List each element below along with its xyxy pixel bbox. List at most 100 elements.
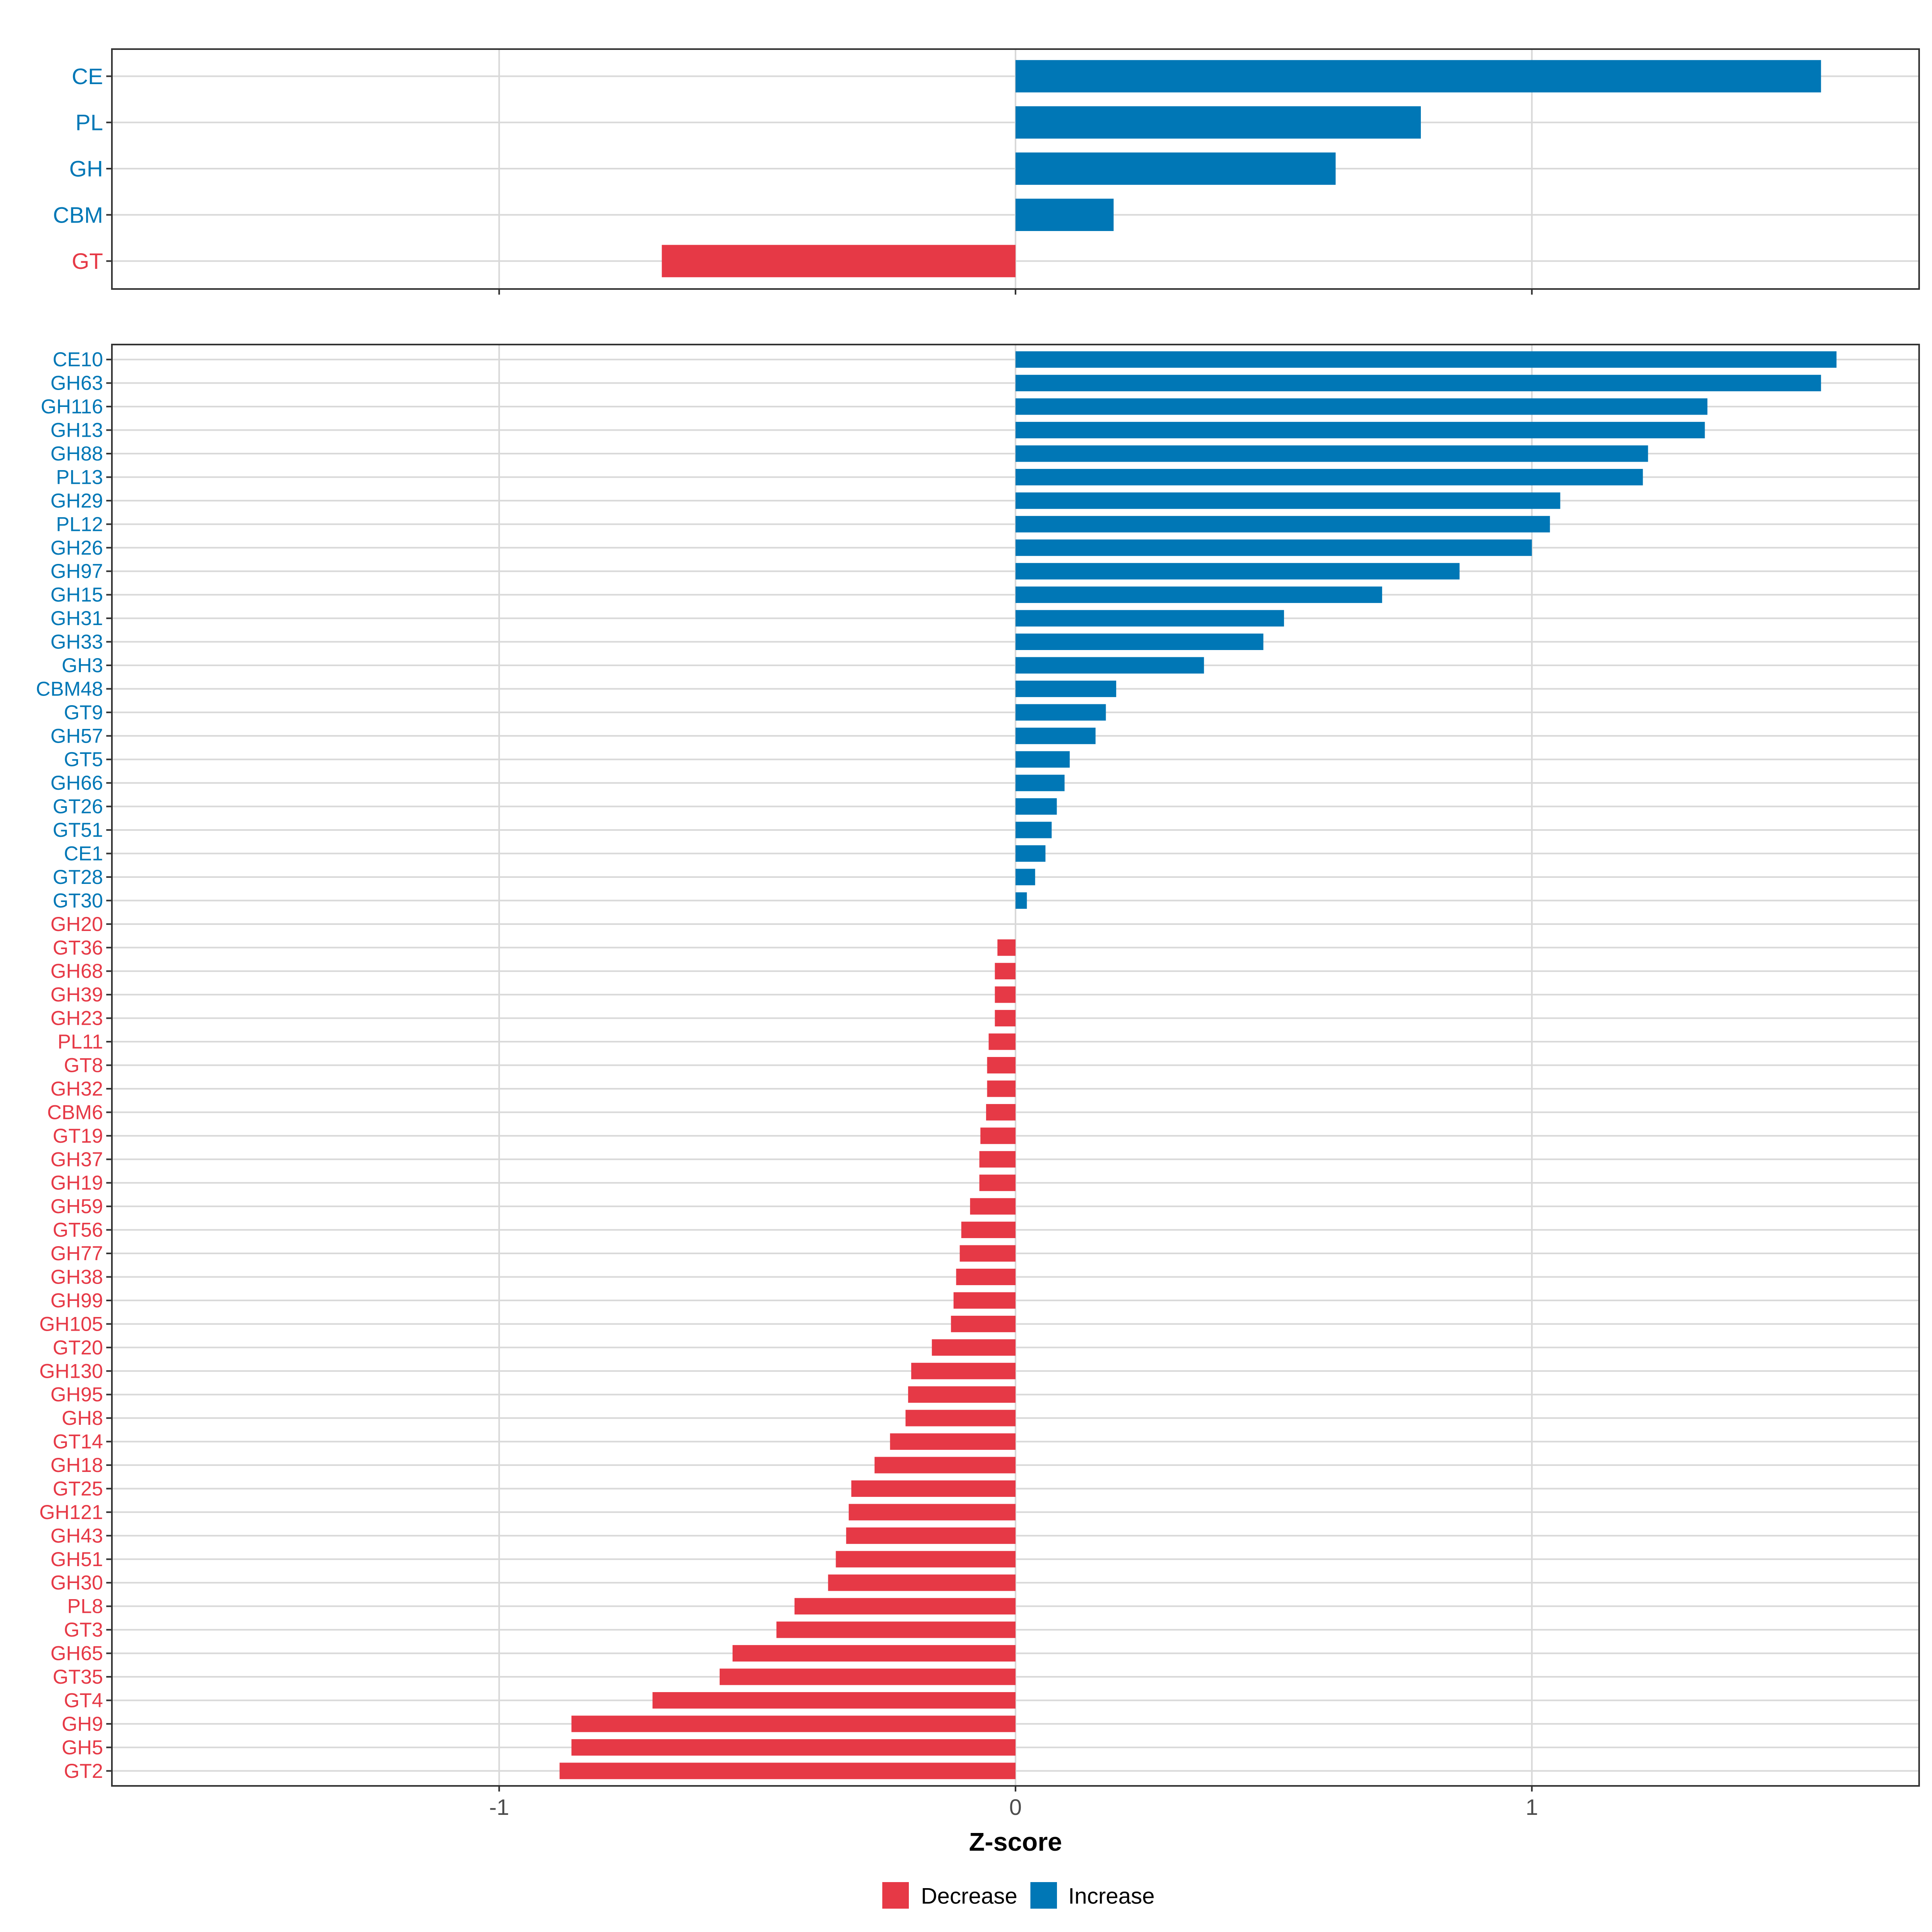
y-tick-label: CE10 [53, 348, 103, 371]
y-tick-label: GT3 [64, 1618, 103, 1641]
y-tick-label: GH5 [62, 1736, 103, 1759]
y-tick-label: GT14 [53, 1430, 103, 1453]
y-tick-label: GH38 [50, 1265, 103, 1288]
bar-gt36 [997, 939, 1016, 956]
bar-gt5 [1016, 751, 1070, 768]
y-tick-label: GH3 [62, 654, 103, 677]
bar-gt30 [1016, 892, 1027, 909]
y-tick-label: CBM6 [47, 1101, 103, 1123]
bar-gt4 [652, 1692, 1016, 1709]
y-tick-label: GT19 [53, 1125, 103, 1147]
y-tick-label: CBM [53, 202, 103, 227]
bar-gh59 [970, 1198, 1016, 1215]
legend: Decrease Increase [882, 1882, 1155, 1909]
y-tick-label: GT20 [53, 1336, 103, 1359]
bar-gt35 [719, 1668, 1016, 1685]
y-tick-label: GT [72, 248, 103, 274]
y-tick-label: GH30 [50, 1571, 103, 1594]
bar-gh88 [1016, 445, 1648, 462]
y-tick-label: PL11 [58, 1030, 103, 1053]
bar-cbm6 [986, 1104, 1016, 1121]
bar-gh39 [995, 986, 1016, 1003]
y-tick-label: CE [72, 64, 103, 89]
y-tick-label: GH130 [39, 1360, 103, 1382]
y-tick-label: GH68 [50, 960, 103, 983]
bar-gh57 [1016, 727, 1096, 744]
bar-pl8 [794, 1598, 1016, 1615]
bar-gh3 [1016, 657, 1204, 674]
bar-pl12 [1016, 516, 1550, 533]
panel-border [111, 48, 1920, 290]
legend-label-decrease: Decrease [921, 1883, 1018, 1909]
bar-gt28 [1016, 869, 1035, 886]
y-tick-label: GT56 [53, 1219, 103, 1241]
y-tick-label: GH33 [50, 631, 103, 653]
y-tick-label: GH9 [62, 1713, 103, 1735]
x-tick-label: 0 [1009, 1794, 1022, 1820]
y-tick-label: GT26 [53, 795, 103, 818]
bar-gt25 [851, 1480, 1016, 1497]
bar-gh63 [1016, 375, 1821, 392]
y-tick-label: GH77 [50, 1242, 103, 1265]
bar-gh105 [951, 1315, 1016, 1332]
bar-gh77 [960, 1245, 1016, 1262]
y-tick-label: GT36 [53, 936, 103, 959]
bar-gh15 [1016, 586, 1382, 603]
y-tick-label: GH15 [50, 584, 103, 606]
bar-ce1 [1016, 845, 1046, 862]
bar-gh32 [987, 1080, 1016, 1097]
bar-pl13 [1016, 469, 1643, 485]
bar-gt [662, 245, 1016, 277]
bar-gt19 [980, 1127, 1016, 1144]
y-tick-label: GH39 [50, 983, 103, 1006]
bar-gh19 [979, 1174, 1016, 1191]
bar-gt51 [1016, 822, 1052, 838]
y-tick-label: GH95 [50, 1383, 103, 1406]
y-tick-label: GH59 [50, 1195, 103, 1218]
bar-gh65 [732, 1645, 1016, 1662]
bar-gh5 [571, 1739, 1016, 1756]
y-tick-label: GH13 [50, 419, 103, 442]
x-axis-title: Z-score [969, 1827, 1062, 1856]
y-tick-label: GH116 [41, 395, 103, 418]
bar-gh [1016, 152, 1336, 185]
y-tick-label: GH88 [50, 442, 103, 465]
bar-gh116 [1016, 398, 1708, 415]
bar-gh99 [954, 1292, 1016, 1309]
y-tick-label: GT30 [53, 889, 103, 912]
bar-gh95 [908, 1386, 1016, 1403]
bar-gt20 [932, 1339, 1016, 1356]
bar-cbm48 [1016, 680, 1117, 697]
top-panel: CE PL GH CBM GT [53, 48, 1920, 295]
bar-gh18 [874, 1457, 1016, 1474]
bar-gh51 [836, 1551, 1016, 1568]
y-tick-label: GH63 [50, 372, 103, 394]
bar-gh121 [848, 1504, 1016, 1521]
y-tick-label: GH66 [50, 772, 103, 794]
y-tick-label: PL [76, 110, 103, 135]
y-tick-label: GH20 [50, 913, 103, 935]
bar-gt3 [776, 1621, 1016, 1638]
y-tick-label: GH65 [50, 1642, 103, 1665]
y-tick-label: GH97 [50, 560, 103, 582]
y-tick-label: GH18 [50, 1454, 103, 1476]
y-tick-label: GH23 [50, 1007, 103, 1030]
bar-gh29 [1016, 492, 1560, 509]
y-tick-label: GH [69, 156, 103, 182]
y-tick-label: CE1 [64, 842, 103, 865]
y-tick-label: GH31 [50, 607, 103, 630]
bar-gt56 [961, 1222, 1016, 1238]
y-tick-label: CBM48 [36, 677, 103, 700]
bar-ce [1016, 60, 1821, 93]
bar-gh26 [1016, 539, 1532, 556]
bar-gh37 [979, 1151, 1016, 1168]
bar-cbm [1016, 198, 1114, 231]
bar-gt2 [559, 1763, 1016, 1779]
y-tick-label: GH99 [50, 1289, 103, 1312]
y-tick-label: GH26 [50, 537, 103, 559]
bar-gt14 [890, 1433, 1016, 1450]
y-tick-label: PL12 [56, 513, 103, 535]
bar-gt8 [987, 1057, 1016, 1073]
bar-gh66 [1016, 774, 1065, 791]
